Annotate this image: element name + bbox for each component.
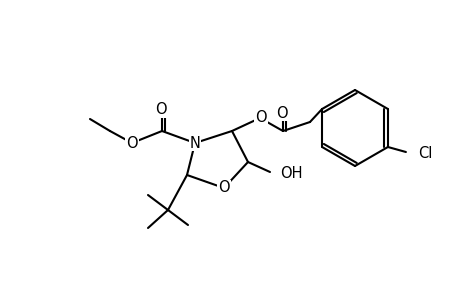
Text: N: N — [189, 136, 200, 151]
Text: O: O — [255, 110, 266, 124]
Text: OH: OH — [280, 167, 302, 182]
Text: Cl: Cl — [417, 146, 431, 160]
Text: O: O — [275, 106, 287, 121]
Text: O: O — [126, 136, 138, 151]
Text: O: O — [218, 181, 230, 196]
Text: O: O — [155, 103, 167, 118]
